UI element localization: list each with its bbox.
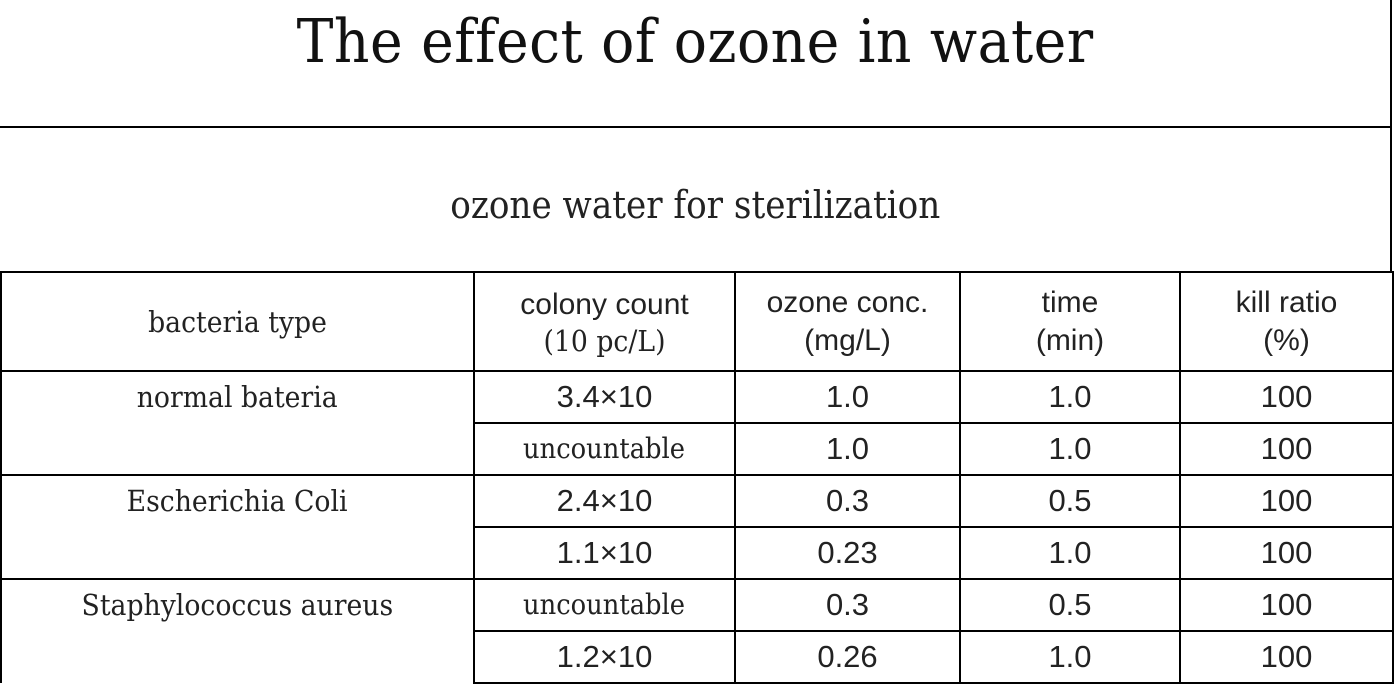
ozone-conc-cell: 0.3 <box>734 474 961 527</box>
kill-ratio-cell: 100 <box>1179 578 1394 631</box>
page-title: The effect of ozone in water <box>296 7 1094 77</box>
bacteria-name: Escherichia Coli <box>127 484 348 518</box>
bacteria-name-cell: Staphylococcus aureus <box>0 578 475 683</box>
header-unit: (mg/L) <box>804 323 891 357</box>
header-label: ozone conc. <box>766 285 929 319</box>
time-cell: 1.0 <box>959 370 1181 423</box>
table-row: uncountable 1.0 1.0 100 <box>1 422 1394 475</box>
kill-ratio-cell: 100 <box>1179 422 1394 475</box>
kill-ratio-cell: 100 <box>1179 370 1394 423</box>
header-kill-ratio: kill ratio (%) <box>1179 271 1394 371</box>
header-unit: (%) <box>1263 323 1310 357</box>
colony-count-text: uncountable <box>523 432 686 465</box>
table-row: Escherichia Coli 2.4×10 0.3 0.5 100 <box>0 474 1394 579</box>
header-label: colony count <box>520 287 689 321</box>
header-label: time <box>1041 285 1099 319</box>
ozone-conc-cell: 1.0 <box>734 370 961 423</box>
colony-count-cell: uncountable <box>473 578 736 631</box>
table-row: Staphylococcus aureus uncountable 0.3 0.… <box>0 578 1394 683</box>
colony-count-cell: 1.2×10 <box>473 630 736 684</box>
header-row: bacteria type colony count (10 pc/L) ozo… <box>0 271 1394 371</box>
colony-count-cell: 2.4×10 <box>473 474 736 527</box>
bacteria-name: Staphylococcus aureus <box>81 588 394 622</box>
table-subtitle: ozone water for sterilization <box>449 182 941 227</box>
time-cell: 1.0 <box>959 422 1181 475</box>
ozone-conc-cell: 0.23 <box>734 526 961 579</box>
header-bacteria-type: bacteria type <box>0 271 475 371</box>
time-cell: 1.0 <box>959 526 1181 579</box>
kill-ratio-cell: 100 <box>1179 526 1394 579</box>
colony-count-text: uncountable <box>523 588 686 621</box>
table-row: normal bateria 3.4×10 1.0 1.0 100 <box>0 370 1394 475</box>
ozone-conc-cell: 0.3 <box>734 578 961 631</box>
header-unit: (min) <box>1035 323 1105 357</box>
time-cell: 1.0 <box>959 630 1181 684</box>
kill-ratio-cell: 100 <box>1179 474 1394 527</box>
table-row: 1.1×10 0.23 1.0 100 <box>1 526 1394 579</box>
time-cell: 0.5 <box>959 578 1181 631</box>
colony-count-cell: 3.4×10 <box>473 370 736 423</box>
header-colony-count: colony count (10 pc/L) <box>473 271 736 371</box>
header-time: time (min) <box>959 271 1181 371</box>
header-label: kill ratio <box>1235 285 1338 319</box>
colony-count-cell: 1.1×10 <box>473 526 736 579</box>
time-cell: 0.5 <box>959 474 1181 527</box>
subtitle-box: ozone water for sterilization <box>0 128 1392 271</box>
header-unit: (10 pc/L) <box>543 323 666 358</box>
sterilization-table: bacteria type colony count (10 pc/L) ozo… <box>0 271 1394 684</box>
header-label: bacteria type <box>148 304 327 339</box>
table-row: 1.2×10 0.26 1.0 100 <box>1 630 1394 684</box>
ozone-conc-cell: 0.26 <box>734 630 961 684</box>
bacteria-name-cell: Escherichia Coli <box>0 474 475 579</box>
bacteria-name: normal bateria <box>137 380 338 414</box>
ozone-conc-cell: 1.0 <box>734 422 961 475</box>
kill-ratio-cell: 100 <box>1179 630 1394 684</box>
bacteria-name-cell: normal bateria <box>0 370 475 475</box>
title-box: The effect of ozone in water <box>0 0 1392 128</box>
header-ozone-conc: ozone conc. (mg/L) <box>734 271 961 371</box>
colony-count-cell: uncountable <box>473 422 736 475</box>
